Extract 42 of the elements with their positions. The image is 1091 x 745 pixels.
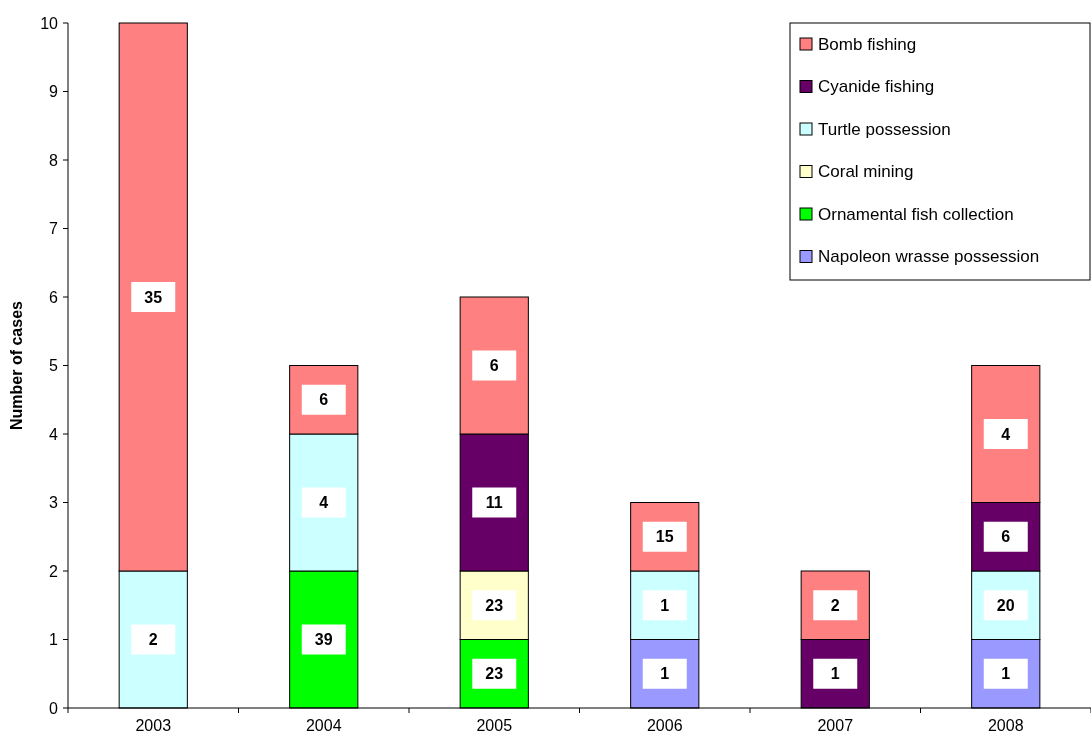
annotation: 2 [830,596,840,614]
annotation: 6 [1001,528,1011,546]
y-tick-label: 3 [49,494,59,511]
annotation: 1 [660,665,670,683]
annotation: 23 [485,596,504,614]
y-tick-label: 8 [49,151,59,169]
y-tick-label: 6 [49,288,59,306]
annotation: 6 [319,391,329,409]
legend-label: Turtle possession [818,119,951,139]
annotation: 1 [830,665,840,683]
legend-label: Ornamental fish collection [818,204,1014,224]
annotation: 6 [489,357,499,374]
legend-label: Bomb fishing [818,34,917,54]
y-tick-label: 9 [49,83,59,100]
y-tick-label: 10 [40,14,59,32]
x-tick-label: 2005 [476,717,513,734]
x-tick-label: 2004 [305,717,342,734]
annotation: 4 [319,494,329,511]
y-tick-label: 0 [49,699,59,717]
y-tick-label: 5 [49,357,59,374]
annotation: 4 [1001,425,1011,443]
x-tick-label: 2006 [646,717,683,734]
annotation: 1 [1001,665,1011,683]
annotation: 15 [655,528,674,546]
annotation: 35 [144,288,163,306]
x-tick-label: 2003 [135,717,172,734]
y-tick-label: 4 [49,425,59,443]
legend-label: Napoleon wrasse possession [818,247,1040,266]
x-tick-label: 2007 [817,717,854,734]
y-tick-label: 7 [49,220,59,237]
annotation: 39 [314,631,333,648]
annotation: 1 [660,596,670,614]
y-axis-title: Number of cases [8,300,25,430]
y-tick-label: 2 [49,562,59,580]
annotation: 20 [996,596,1015,614]
legend-label: Coral mining [818,162,914,181]
y-tick-label: 1 [49,631,59,648]
legend-label: Cyanide fishing [818,77,935,96]
annotation: 2 [148,631,158,648]
x-tick-label: 2008 [987,717,1024,734]
annotation: 23 [485,665,504,683]
annotation: 11 [485,494,503,511]
